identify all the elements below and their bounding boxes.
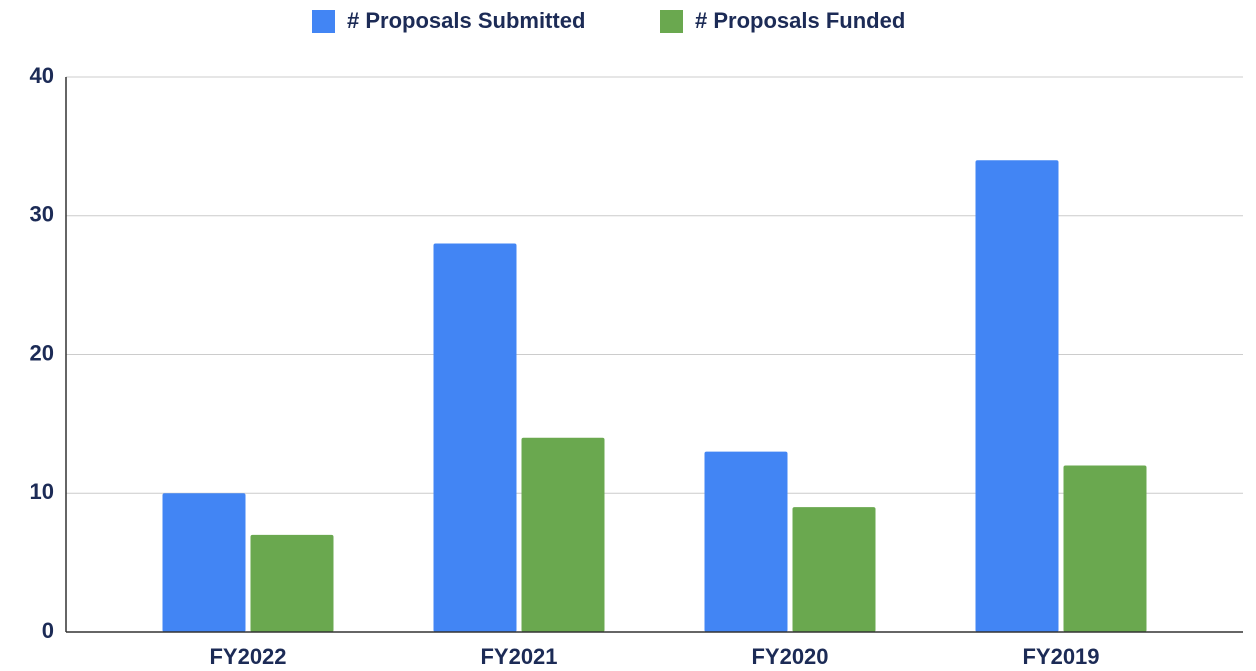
bar — [521, 437, 605, 632]
bar — [975, 160, 1059, 632]
bar — [1063, 465, 1147, 632]
bar — [433, 243, 517, 632]
y-tick-label: 40 — [30, 63, 54, 88]
legend-swatch — [312, 10, 335, 33]
bar — [704, 451, 788, 632]
legend-label: # Proposals Submitted — [347, 8, 585, 33]
x-tick-label: FY2019 — [1022, 644, 1099, 669]
x-tick-label: FY2021 — [480, 644, 557, 669]
y-tick-label: 30 — [30, 202, 54, 227]
x-tick-label: FY2020 — [751, 644, 828, 669]
bar — [250, 534, 334, 632]
bar — [792, 507, 876, 632]
y-tick-label: 20 — [30, 340, 54, 365]
x-tick-label: FY2022 — [209, 644, 286, 669]
bar — [162, 493, 246, 632]
legend-label: # Proposals Funded — [695, 8, 905, 33]
y-tick-label: 0 — [42, 618, 54, 643]
legend-swatch — [660, 10, 683, 33]
y-tick-label: 10 — [30, 479, 54, 504]
